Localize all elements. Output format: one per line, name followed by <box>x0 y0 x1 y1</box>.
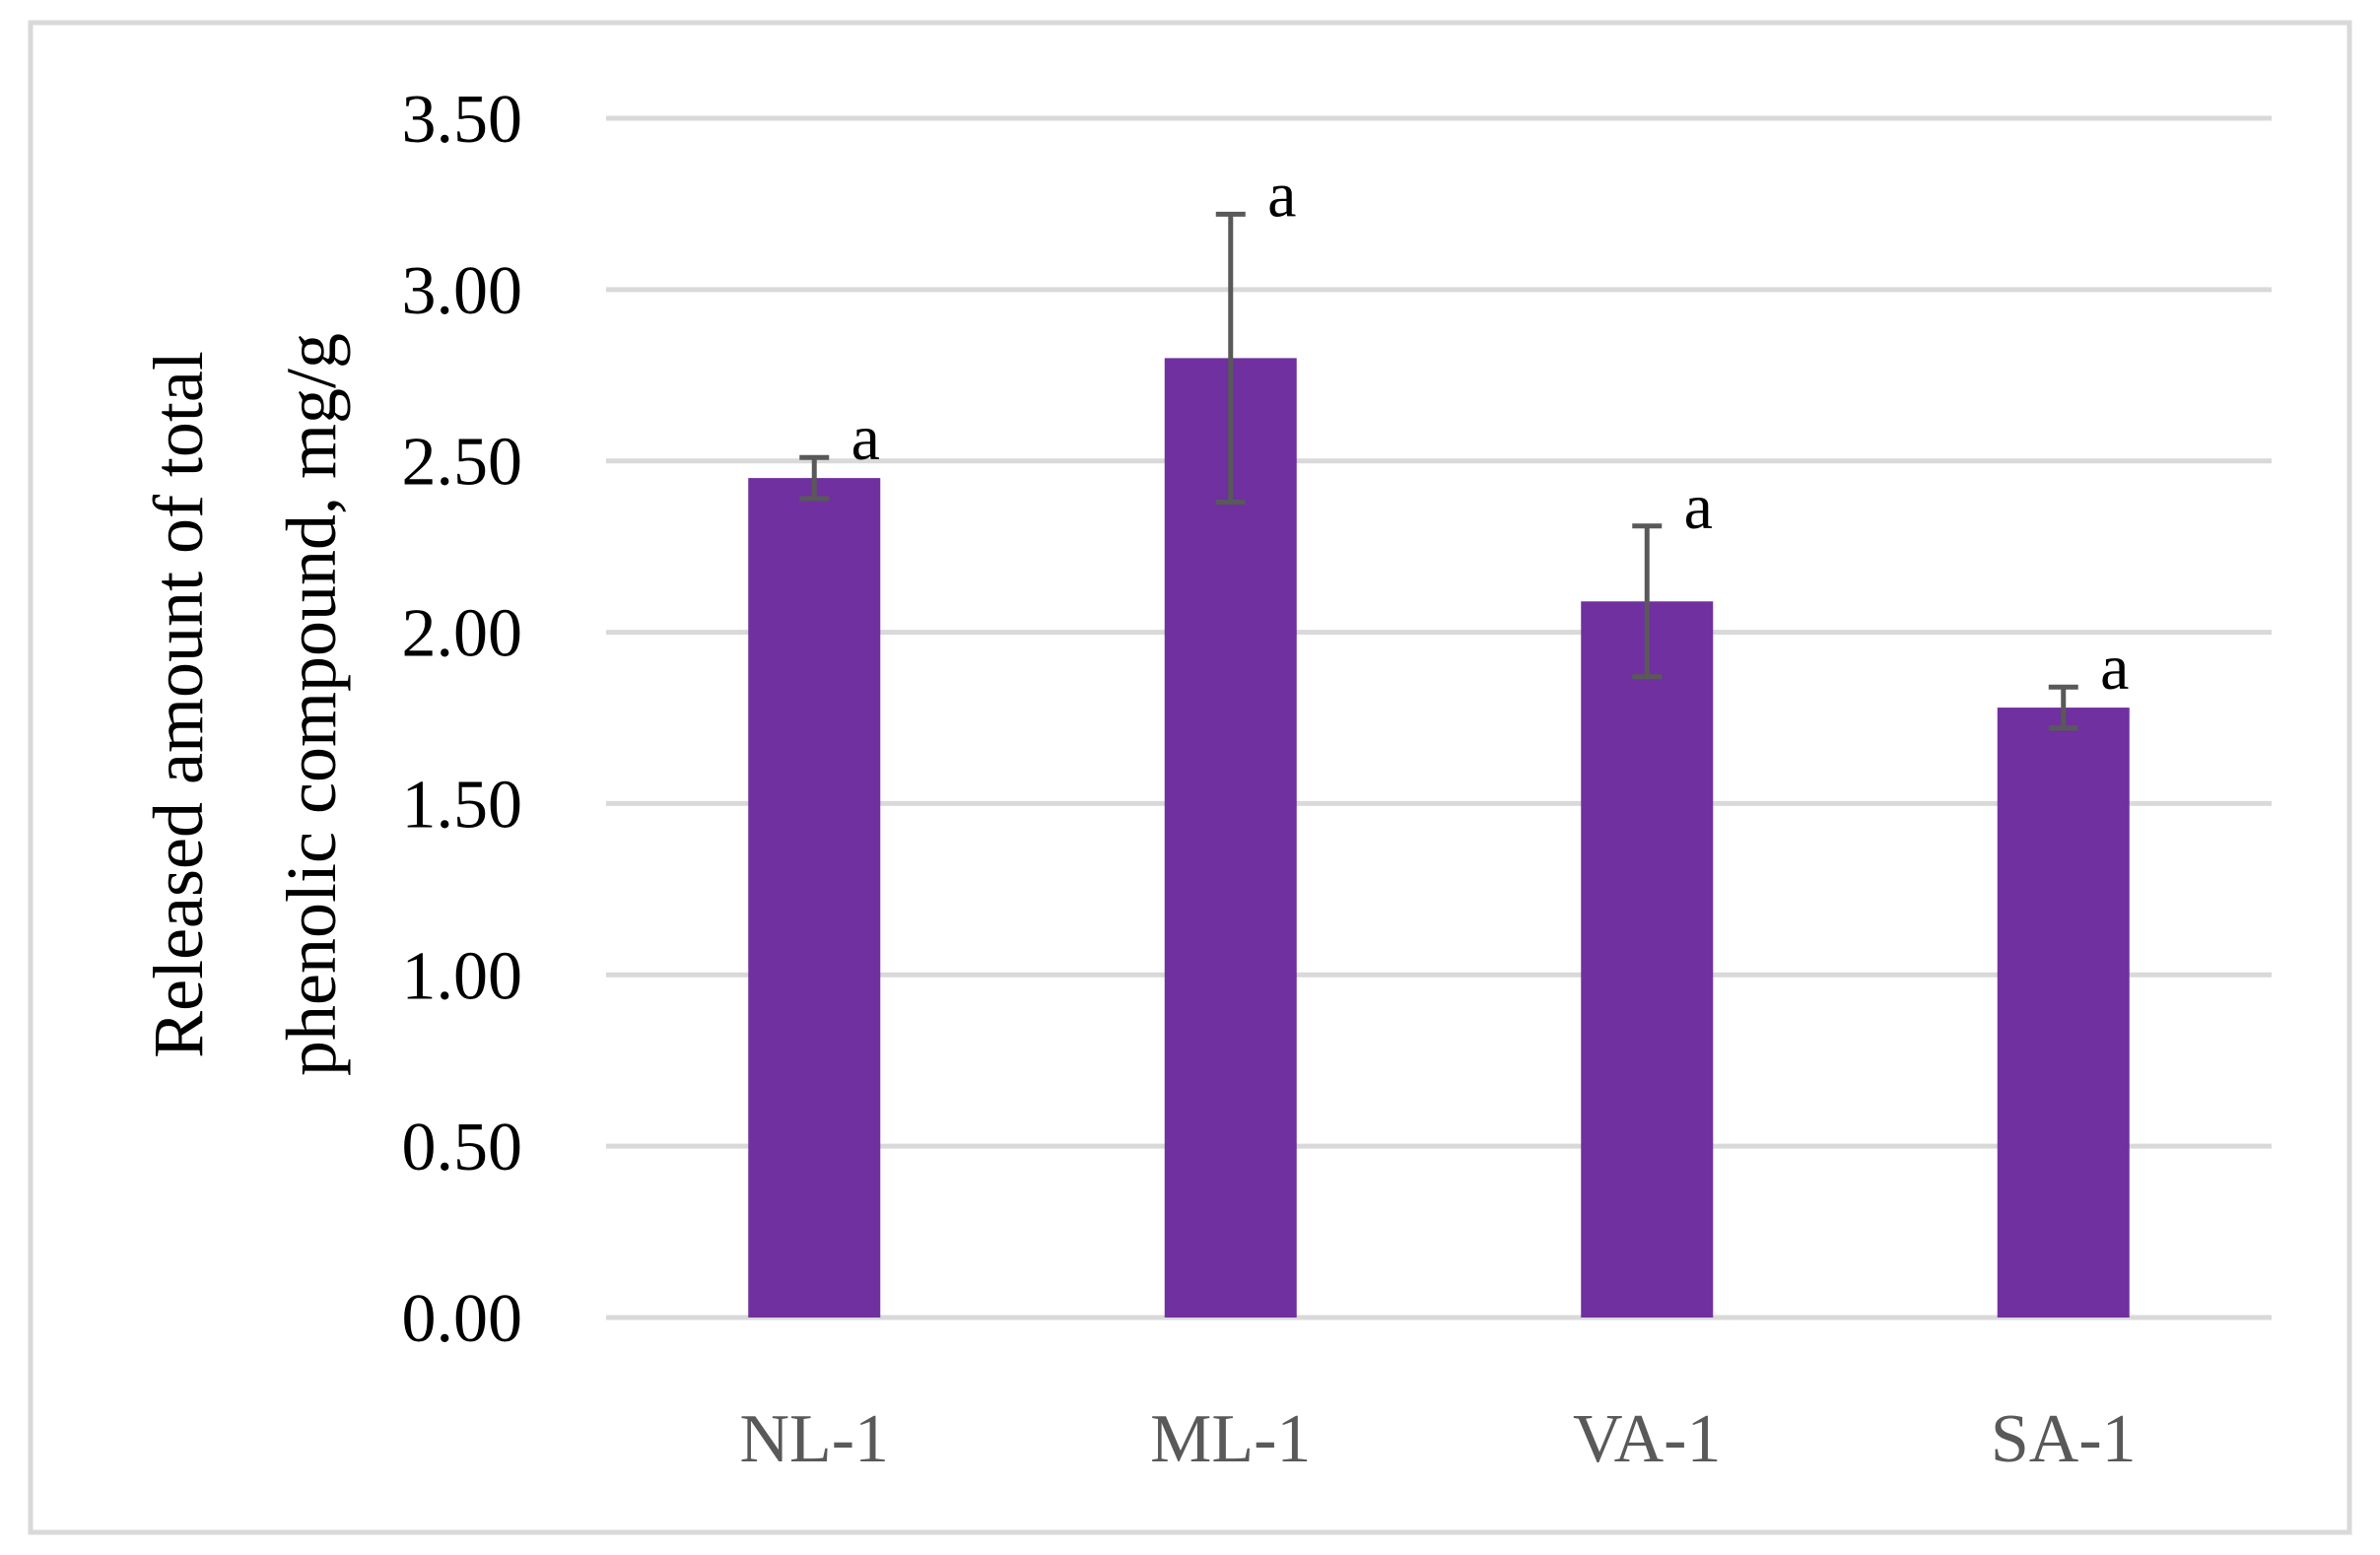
gridlines <box>606 115 2272 1320</box>
y-tick-label: 0.00 <box>402 1281 523 1357</box>
x-category-label: VA-1 <box>1573 1401 1721 1477</box>
x-axis-category-labels: NL-1 ML-1 VA-1 SA-1 <box>739 1401 2136 1477</box>
error-bar-va-1 <box>1632 523 1663 680</box>
x-category-label: ML-1 <box>1150 1401 1311 1477</box>
significance-label: a <box>1684 471 1713 543</box>
y-tick-label: 1.00 <box>402 938 523 1014</box>
bar-ml-1 <box>1164 358 1297 1318</box>
y-axis-title: Released amount of total phenolic compou… <box>139 333 351 1076</box>
error-bar-nl-1 <box>799 454 830 502</box>
x-category-label: SA-1 <box>1991 1401 2137 1477</box>
significance-label: a <box>851 402 880 474</box>
y-tick-label: 3.00 <box>402 253 523 329</box>
bar-va-1 <box>1581 601 1714 1318</box>
error-bar-ml-1 <box>1215 211 1246 505</box>
bars <box>748 358 2130 1318</box>
significance-labels: a a a a <box>851 159 2130 704</box>
error-bars <box>799 211 2078 731</box>
y-axis-tick-labels: 0.00 0.50 1.00 1.50 2.00 2.50 3.00 3.50 <box>402 82 523 1357</box>
y-tick-label: 3.50 <box>402 82 523 158</box>
error-bar-sa-1 <box>2048 684 2078 731</box>
y-tick-label: 1.50 <box>402 767 523 843</box>
y-tick-label: 0.50 <box>402 1110 523 1185</box>
y-tick-label: 2.00 <box>402 596 523 672</box>
y-axis-title-line-1: Released amount of total <box>139 351 218 1058</box>
bar-sa-1 <box>1997 708 2130 1318</box>
bar-nl-1 <box>748 478 881 1318</box>
y-axis-title-line-2: phenolic compound, mg/g <box>272 333 351 1076</box>
x-category-label: NL-1 <box>739 1401 889 1477</box>
y-tick-label: 2.50 <box>402 425 523 501</box>
significance-label: a <box>2100 632 2129 704</box>
significance-label: a <box>1267 159 1296 231</box>
